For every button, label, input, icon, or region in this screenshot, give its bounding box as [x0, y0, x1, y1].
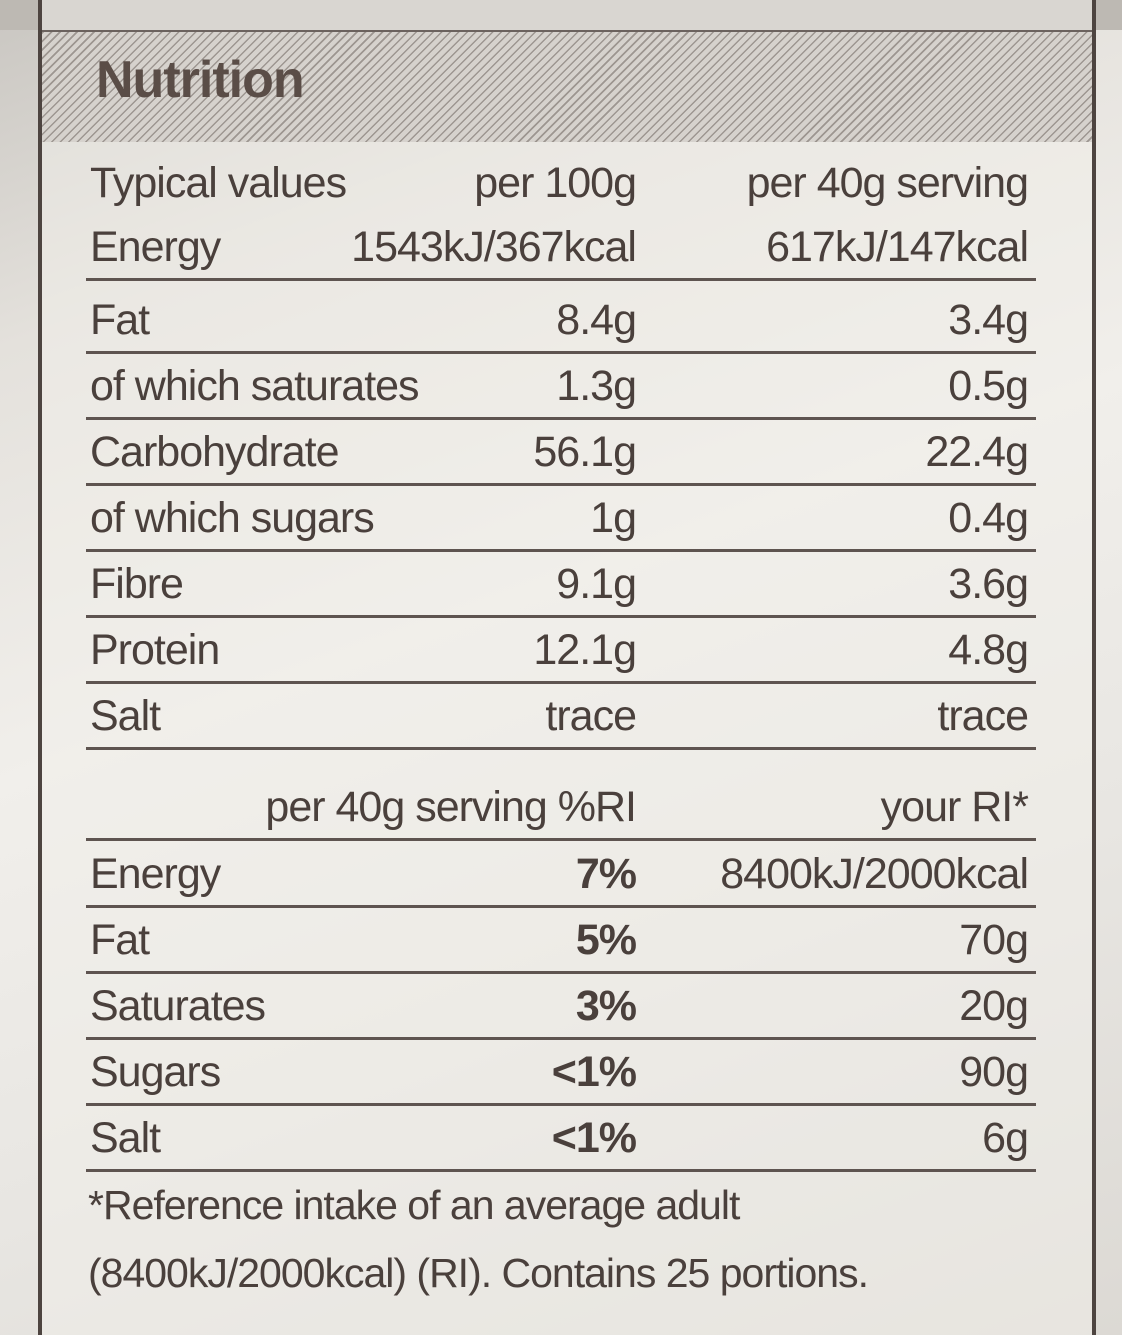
typical-values-label: Typical values — [90, 159, 347, 207]
nutrient-label: Salt — [90, 692, 161, 740]
nutrient-label: Protein — [90, 626, 220, 674]
per-100g-header: per 100g — [474, 159, 637, 207]
ri-value: 70g — [959, 916, 1029, 964]
nutrient-label: Fat — [90, 296, 150, 344]
ri-row-sugars: Sugars <1% 90g — [86, 1039, 1036, 1106]
nutrient-per-serving: trace — [937, 692, 1029, 740]
ri-header-row: per 40g serving %RI your RI* — [86, 774, 1036, 838]
nutrient-per-100g: trace — [545, 692, 637, 740]
ri-row-fat: Fat 5% 70g — [86, 907, 1036, 974]
energy-per-serving: 617kJ/147kcal — [766, 223, 1029, 271]
nutrient-per-100g: 12.1g — [533, 626, 637, 674]
ri-row-salt: Salt <1% 6g — [86, 1105, 1036, 1172]
nutrient-per-serving: 4.8g — [948, 626, 1029, 674]
nutrition-title: Nutrition — [96, 51, 305, 109]
nutrient-per-serving: 0.4g — [948, 494, 1029, 542]
ri-table-top-rule — [86, 838, 1036, 841]
ri-per-serving-header: per 40g serving %RI — [265, 783, 637, 831]
energy-per-100g: 1543kJ/367kcal — [351, 223, 637, 271]
nutrient-row-protein: Protein 12.1g 4.8g — [86, 617, 1036, 684]
ri-label: Fat — [90, 916, 150, 964]
ri-percent: 5% — [575, 916, 637, 964]
nutrient-per-100g: 1g — [590, 494, 637, 542]
ri-row-energy: Energy 7% 8400kJ/2000kcal — [86, 841, 1036, 908]
nutrition-panel — [38, 0, 1096, 1335]
nutrient-per-serving: 0.5g — [948, 362, 1029, 410]
ri-label: Salt — [90, 1114, 161, 1162]
nutrient-per-100g: 1.3g — [556, 362, 637, 410]
nutrient-label: of which saturates — [90, 362, 420, 410]
nutrient-label: Carbohydrate — [90, 428, 340, 476]
ri-percent: <1% — [551, 1114, 637, 1162]
ri-value: 8400kJ/2000kcal — [720, 850, 1029, 898]
nutrient-row-salt: Salt trace trace — [86, 683, 1036, 750]
typical-values-header-row: Typical values per 100g per 40g serving — [86, 150, 1036, 214]
nutrient-label: of which sugars — [90, 494, 375, 542]
nutrient-per-100g: 8.4g — [556, 296, 637, 344]
nutrient-label: Fibre — [90, 560, 184, 608]
your-ri-header: your RI* — [880, 783, 1029, 831]
nutrition-header-band: Nutrition — [42, 30, 1092, 142]
energy-row: Energy 1543kJ/367kcal 617kJ/147kcal — [86, 214, 1036, 281]
ri-value: 6g — [982, 1114, 1029, 1162]
ri-label: Sugars — [90, 1048, 221, 1096]
nutrient-per-serving: 3.4g — [948, 296, 1029, 344]
nutrient-row-saturates: of which saturates 1.3g 0.5g — [86, 353, 1036, 420]
ri-percent: 7% — [575, 850, 637, 898]
per-serving-header: per 40g serving — [746, 159, 1029, 207]
ri-percent: 3% — [575, 982, 637, 1030]
ri-row-saturates: Saturates 3% 20g — [86, 973, 1036, 1040]
energy-label: Energy — [90, 223, 221, 271]
ri-percent: <1% — [551, 1048, 637, 1096]
ri-value: 90g — [959, 1048, 1029, 1096]
footnote-line-1: *Reference intake of an average adult — [88, 1182, 740, 1228]
ri-value: 20g — [959, 982, 1029, 1030]
nutrient-row-fibre: Fibre 9.1g 3.6g — [86, 551, 1036, 618]
nutrient-row-carbohydrate: Carbohydrate 56.1g 22.4g — [86, 419, 1036, 486]
ri-label: Saturates — [90, 982, 266, 1030]
nutrient-per-100g: 9.1g — [556, 560, 637, 608]
footnote-line-2: (8400kJ/2000kcal) (RI). Contains 25 port… — [88, 1250, 869, 1296]
nutrient-per-100g: 56.1g — [533, 428, 637, 476]
nutrient-row-fat: Fat 8.4g 3.4g — [86, 287, 1036, 354]
nutrient-per-serving: 3.6g — [948, 560, 1029, 608]
ri-label: Energy — [90, 850, 221, 898]
nutrient-per-serving: 22.4g — [925, 428, 1029, 476]
nutrient-row-sugars: of which sugars 1g 0.4g — [86, 485, 1036, 552]
